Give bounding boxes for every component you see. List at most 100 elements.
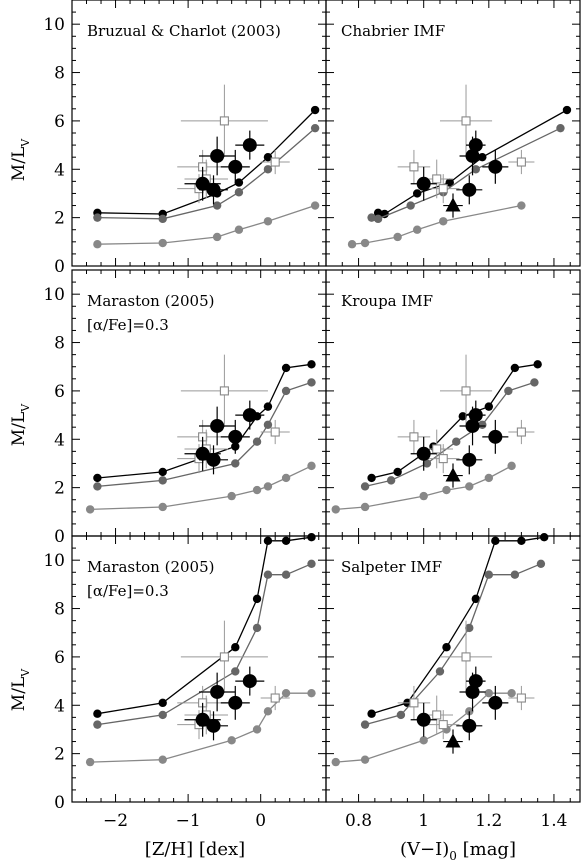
model-point	[442, 643, 451, 652]
model-point	[373, 214, 383, 224]
x-tick-label: 1.4	[540, 811, 567, 831]
model-point	[310, 105, 320, 115]
model-point	[517, 536, 526, 546]
model-point	[263, 402, 273, 411]
x-tick-label: 1	[418, 811, 429, 831]
model-point	[442, 485, 451, 495]
model-point	[422, 459, 432, 468]
filled-point	[206, 452, 221, 467]
filled-point	[206, 718, 221, 733]
model-point	[536, 559, 546, 569]
model-point	[562, 105, 572, 115]
model-point	[158, 476, 167, 485]
open-point	[270, 157, 280, 167]
y-tick-label: 2	[54, 479, 65, 499]
model-point	[452, 437, 461, 446]
filled-point	[416, 712, 431, 727]
model-point	[533, 360, 542, 369]
model-point	[158, 214, 167, 224]
model-point	[307, 461, 316, 471]
model-point	[347, 240, 357, 249]
triangle-point	[445, 467, 461, 482]
model-point	[158, 698, 167, 708]
ylabel-top-sub: V	[19, 138, 32, 148]
panel-title: Maraston (2005)	[87, 292, 214, 310]
y-tick-label: 4	[54, 430, 65, 450]
panel-title: Maraston (2005)	[87, 558, 214, 576]
y-tick-label: 8	[54, 600, 65, 620]
y-tick-label: 0	[54, 527, 65, 547]
ylabel-top: M/LV	[9, 138, 32, 181]
model-point	[386, 476, 396, 485]
model-point	[484, 473, 494, 483]
model-point	[419, 491, 428, 501]
y-tick-label: 4	[54, 160, 65, 180]
filled-point	[488, 159, 503, 174]
ylabel-bottom-main: M/L	[9, 677, 29, 711]
filled-point	[462, 182, 477, 197]
model-point	[465, 482, 474, 491]
model-point	[396, 710, 406, 720]
panel-2-left: 0 2 4 6 8 10 Maraston (2005) [α/Fe]=0.3	[43, 269, 327, 547]
model-point	[510, 570, 520, 579]
y-tick-label: 8	[54, 64, 65, 84]
model-point	[510, 363, 520, 373]
model-point	[310, 201, 320, 210]
model-point	[307, 533, 316, 542]
model-point	[85, 505, 95, 514]
model-point	[307, 360, 316, 369]
model-point	[263, 536, 273, 546]
model-point	[539, 533, 549, 542]
model-point	[263, 152, 273, 162]
open-point	[270, 693, 280, 703]
panel-3-right: 0.8 1 1.2 1.4 Salpeter IMF	[325, 533, 581, 831]
model-point	[263, 707, 273, 716]
filled-point	[416, 446, 431, 461]
model-point	[252, 594, 262, 604]
xlabel-left: [Z/H] [dex]	[145, 839, 245, 860]
open-point	[438, 184, 448, 194]
filled-point	[195, 712, 210, 727]
model-point	[212, 232, 222, 242]
model-point	[158, 502, 167, 512]
open-point	[409, 698, 419, 708]
filled-point	[242, 674, 257, 689]
x-tick-label: −2	[103, 811, 128, 831]
model-point	[373, 208, 383, 217]
model-point	[234, 178, 244, 187]
model-point	[252, 623, 262, 633]
open-point	[432, 174, 442, 184]
model-point	[465, 623, 474, 633]
panel-title: Bruzual & Charlot (2003)	[87, 22, 281, 40]
panel-3-left: 0 2 4 6 8 10 −2 −1 0 Maraston (2005) [α/Fe]=0.3	[43, 533, 327, 831]
model-point	[263, 420, 273, 429]
model-point	[471, 165, 480, 174]
model-line	[364, 381, 535, 488]
ylabel-bottom-sub: V	[19, 668, 32, 678]
filled-point	[468, 138, 483, 153]
open-point	[219, 386, 229, 396]
model-point	[252, 485, 262, 495]
ylabel-middle-main: M/L	[9, 412, 29, 446]
ylabel-top-main: M/L	[9, 147, 29, 181]
model-point	[263, 217, 273, 226]
model-point	[263, 165, 273, 174]
model-point	[158, 238, 167, 248]
filled-point	[228, 695, 243, 710]
model-point	[439, 217, 448, 226]
ylabel-middle: M/LV	[9, 403, 32, 446]
model-point	[530, 378, 539, 387]
model-point	[307, 378, 316, 387]
y-tick-label: 10	[43, 15, 65, 35]
model-point	[93, 473, 102, 483]
model-point	[360, 755, 370, 764]
model-point	[93, 720, 102, 729]
model-point	[281, 386, 291, 396]
model-point	[93, 709, 102, 718]
filled-point	[228, 429, 243, 444]
model-point	[367, 709, 376, 718]
model-point	[158, 755, 167, 764]
ylabel-bottom: M/LV	[9, 668, 32, 711]
model-line	[97, 363, 312, 479]
model-point	[231, 643, 240, 652]
